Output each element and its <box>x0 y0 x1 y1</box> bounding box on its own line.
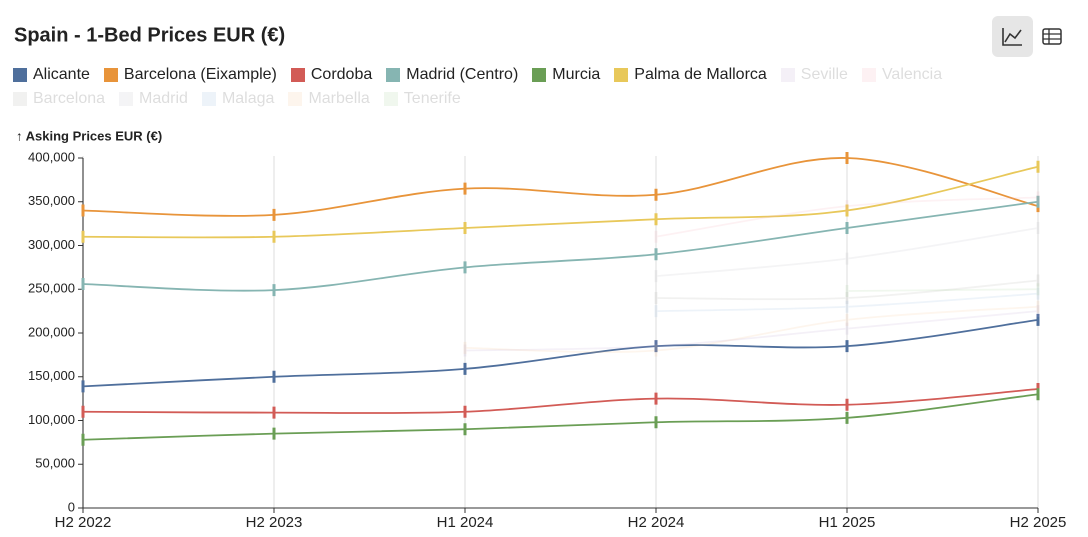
line <box>655 279 1039 301</box>
legend-item[interactable]: Madrid (Centro) <box>386 66 518 84</box>
chart-title: Spain - 1-Bed Prices EUR (€) <box>14 24 285 46</box>
line <box>464 305 1039 353</box>
legend-swatch <box>201 92 216 106</box>
line <box>82 200 1039 292</box>
y-tick-label: 0 <box>68 499 75 514</box>
series <box>81 383 1040 419</box>
line <box>464 310 1039 352</box>
y-tick-label: 350,000 <box>28 193 75 208</box>
series <box>463 300 1040 357</box>
x-tick-label: H2 2022 <box>55 514 112 531</box>
legend-item[interactable]: Marbella <box>288 90 370 108</box>
line <box>82 165 1039 239</box>
legend-swatch <box>103 68 118 82</box>
line <box>846 288 1039 292</box>
legend-swatch <box>288 92 303 106</box>
legend-label: Valencia <box>881 66 943 83</box>
line <box>82 388 1039 414</box>
legend: Alicante Barcelona (Eixample) Cordoba Madri… <box>13 66 993 108</box>
line-icon <box>1002 28 1022 46</box>
line-view-button[interactable] <box>992 16 1033 57</box>
legend-swatch <box>614 68 629 82</box>
line <box>82 393 1039 441</box>
legend-item[interactable]: Valencia <box>861 66 943 84</box>
legend-swatch <box>532 68 547 82</box>
legend-swatch <box>13 92 27 106</box>
series <box>81 160 1040 243</box>
legend-item[interactable]: Madrid <box>119 90 188 108</box>
series <box>654 274 1040 304</box>
legend-item[interactable]: Palma de Mallorca <box>614 66 767 84</box>
legend-swatch <box>780 68 795 82</box>
series <box>845 283 1040 297</box>
legend-label: Madrid <box>139 90 188 107</box>
series <box>81 195 1040 297</box>
series <box>654 191 1040 243</box>
y-tick-label: 100,000 <box>28 412 75 427</box>
x-tick-label: H2 2023 <box>246 514 303 531</box>
legend-label: Tenerife <box>403 90 461 107</box>
legend-item[interactable]: Tenerife <box>383 90 461 108</box>
y-tick-label: 300,000 <box>28 237 75 252</box>
series <box>654 222 1040 283</box>
legend-label: Marbella <box>308 90 370 107</box>
line <box>82 318 1039 388</box>
legend-item[interactable]: Murcia <box>532 66 600 84</box>
legend-item[interactable]: Alicante <box>13 66 90 84</box>
legend-label: Madrid (Centro) <box>406 66 519 83</box>
legend-label: Cordoba <box>310 66 373 83</box>
series <box>81 313 1040 393</box>
y-tick-label: 50,000 <box>35 456 75 471</box>
legend-swatch <box>119 92 134 106</box>
y-tick-label: 250,000 <box>28 281 75 296</box>
legend-item[interactable]: Cordoba <box>290 66 373 84</box>
x-tick-label: H2 2025 <box>1010 514 1067 531</box>
y-tick-label: 400,000 <box>28 149 75 164</box>
table-view-button[interactable] <box>1042 28 1062 45</box>
legend-label: Alicante <box>33 66 90 83</box>
line <box>655 292 1039 313</box>
y-tick-label: 200,000 <box>28 324 75 339</box>
x-tick-label: H1 2024 <box>437 514 494 531</box>
legend-swatch <box>386 68 401 82</box>
x-tick-label: H1 2025 <box>819 514 876 531</box>
legend-label: Barcelona (Eixample) <box>123 66 277 83</box>
table-icon-lines <box>1043 29 1061 44</box>
series <box>81 388 1040 446</box>
line <box>82 157 1039 217</box>
legend-label: Barcelona <box>33 90 106 107</box>
legend-label: Malaga <box>221 90 275 107</box>
line <box>655 227 1039 278</box>
table-icon[interactable] <box>1042 28 1062 45</box>
series <box>81 152 1040 221</box>
legend-item[interactable]: Barcelona <box>13 90 105 108</box>
line <box>655 196 1039 238</box>
legend-label: Seville <box>800 66 848 83</box>
legend-swatch <box>383 92 398 106</box>
series <box>654 287 1040 318</box>
legend-swatch <box>861 68 876 82</box>
series <box>463 305 1040 357</box>
legend-label: Murcia <box>552 66 601 83</box>
y-tick-label: 150,000 <box>28 368 75 383</box>
legend-label: Palma de Mallorca <box>634 66 767 83</box>
x-tick-label: H2 2024 <box>628 514 685 531</box>
legend-swatch <box>290 68 305 82</box>
legend-item[interactable]: Malaga <box>201 90 275 108</box>
legend-item[interactable]: Seville <box>780 66 848 84</box>
legend-swatch <box>13 68 27 82</box>
y-axis-title: ↑ Asking Prices EUR (€) <box>16 128 162 143</box>
legend-item[interactable]: Barcelona (Eixample) <box>103 66 277 84</box>
